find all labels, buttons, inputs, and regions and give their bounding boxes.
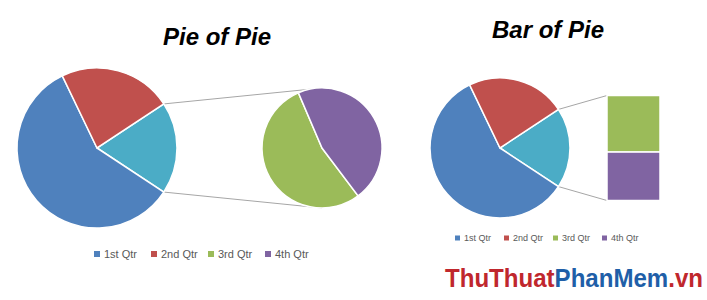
chart-title: Bar of Pie <box>492 16 604 43</box>
legend-label: 1st Qtr <box>464 233 491 243</box>
legend-label: 3rd Qtr <box>562 233 590 243</box>
pie-slice <box>470 78 559 148</box>
watermark: ThuThuatPhanMem.vn <box>445 264 703 292</box>
canvas: Pie of Pie1st Qtr2nd Qtr3rd Qtr4th QtrBa… <box>0 0 707 300</box>
watermark-part: .vn <box>668 264 703 292</box>
secondary-slice <box>298 88 382 196</box>
legend-swatch <box>602 236 607 241</box>
legend-label: 3rd Qtr <box>218 248 253 260</box>
connector-line <box>558 96 607 110</box>
connector-line <box>558 187 607 201</box>
pie-slice <box>62 68 163 148</box>
chart: Pie of Pie 1st Qtr 2nd Qtr 3rd Qtr 4th Qtr <box>17 23 382 260</box>
legend-label: 4th Qtr <box>611 233 639 243</box>
legend-swatch <box>94 251 100 257</box>
legend-swatch <box>208 251 214 257</box>
bar-segment <box>607 152 660 200</box>
legend-label: 2nd Qtr <box>161 248 198 260</box>
legend-label: 1st Qtr <box>104 248 137 260</box>
legend-swatch <box>504 236 509 241</box>
legend-swatch <box>265 251 271 257</box>
watermark-part: PhanMem <box>555 264 669 292</box>
chart-title: Pie of Pie <box>163 23 271 50</box>
legend-swatch <box>553 236 558 241</box>
legend-swatch <box>151 251 157 257</box>
bar-segment <box>607 96 660 153</box>
chart: Bar of Pie 1st Qtr 2nd Qtr 3rd Qtr 4th Qtr <box>430 16 660 243</box>
legend-swatch <box>455 236 460 241</box>
watermark-part: ThuThuat <box>445 264 555 292</box>
legend-label: 4th Qtr <box>275 248 309 260</box>
legend-label: 2nd Qtr <box>513 233 543 243</box>
